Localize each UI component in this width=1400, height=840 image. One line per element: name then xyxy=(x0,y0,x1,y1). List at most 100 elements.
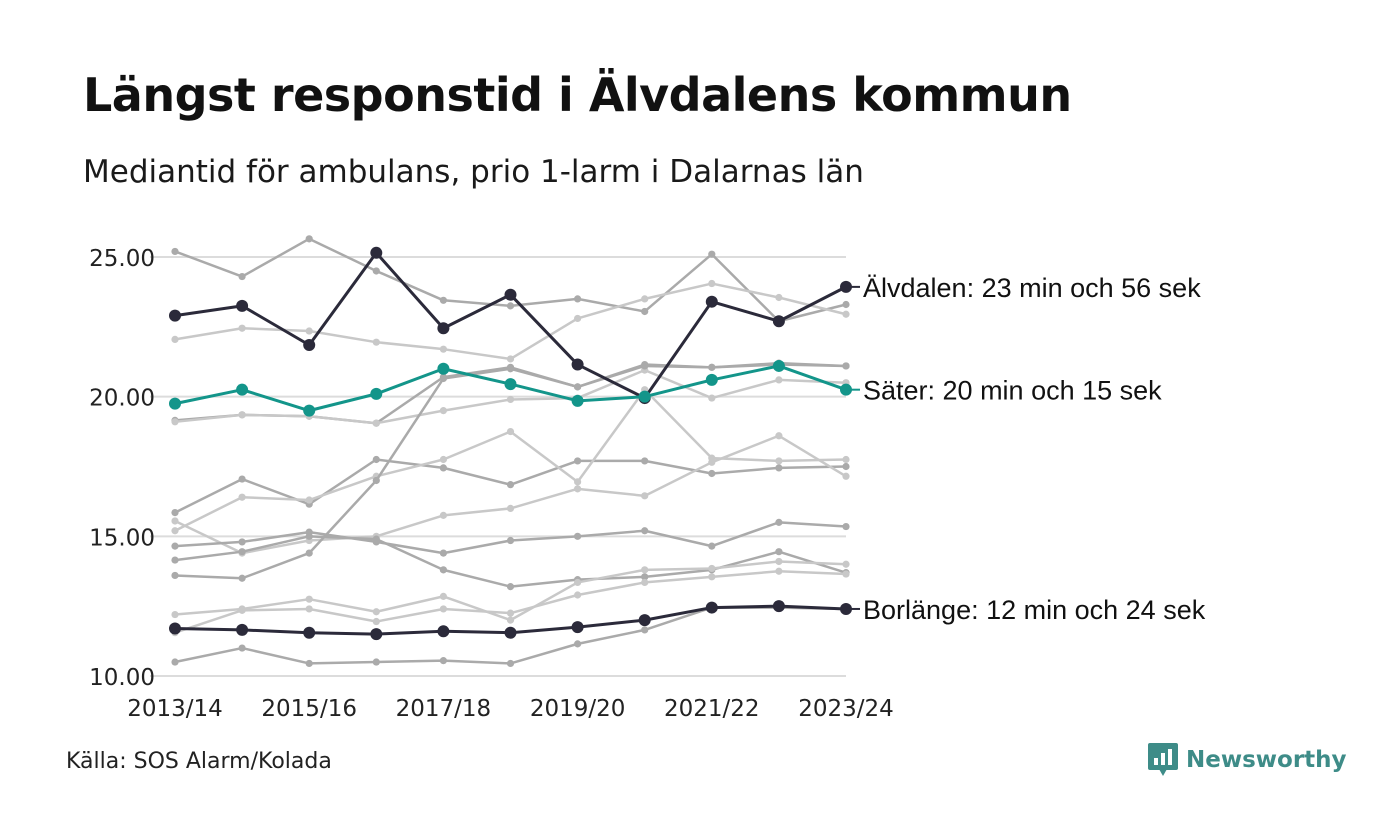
data-point xyxy=(305,327,313,335)
data-point xyxy=(772,315,785,328)
x-axis-ticks: 2013/14 2015/16 2017/18 2019/20 2021/22 2023/… xyxy=(127,696,894,722)
data-point xyxy=(842,310,850,318)
data-point xyxy=(574,457,582,465)
bar-chart-speech-icon xyxy=(1148,743,1178,776)
data-point xyxy=(370,246,383,259)
data-point xyxy=(506,609,515,617)
data-point xyxy=(171,527,179,535)
x-tick-label: 2023/24 xyxy=(798,696,894,722)
data-point xyxy=(708,542,716,550)
data-point xyxy=(171,542,179,550)
data-point xyxy=(238,272,246,281)
data-point xyxy=(638,390,651,403)
data-point xyxy=(574,478,582,486)
data-point xyxy=(708,394,716,402)
data-point xyxy=(236,383,249,396)
data-point xyxy=(506,504,515,512)
background-series-line xyxy=(171,360,850,582)
data-point xyxy=(238,644,246,652)
data-point xyxy=(641,307,649,316)
x-tick-label: 2019/20 xyxy=(530,696,626,722)
data-point xyxy=(303,404,316,417)
data-point xyxy=(708,573,716,581)
background-series-line xyxy=(171,518,850,557)
data-point xyxy=(574,532,582,540)
data-point xyxy=(842,560,850,568)
y-tick-label: 15.00 xyxy=(89,525,155,551)
data-point xyxy=(238,606,246,614)
series-borlänge xyxy=(169,600,852,641)
data-point xyxy=(437,625,450,638)
data-point xyxy=(506,583,515,591)
data-point xyxy=(842,300,850,309)
data-point xyxy=(238,548,246,556)
data-point xyxy=(775,432,783,440)
data-point xyxy=(238,574,246,582)
data-point xyxy=(641,626,649,634)
brand-logo: Newsworthy xyxy=(1148,743,1347,777)
data-point xyxy=(775,557,783,566)
data-point xyxy=(171,556,179,564)
background-series-line xyxy=(171,567,850,637)
data-point xyxy=(641,527,649,535)
brand-name: Newsworthy xyxy=(1186,747,1347,773)
data-point xyxy=(171,610,179,619)
data-point xyxy=(372,535,380,543)
data-point xyxy=(372,338,380,346)
data-point xyxy=(169,309,181,322)
series-label: Borlänge: 12 min och 24 sek xyxy=(863,595,1206,625)
data-point xyxy=(842,472,850,480)
data-point xyxy=(772,600,785,613)
data-point xyxy=(705,373,718,386)
data-point xyxy=(641,492,649,500)
data-point xyxy=(641,295,649,303)
data-point xyxy=(574,578,582,587)
background-series-line xyxy=(171,432,850,557)
data-point xyxy=(171,658,179,666)
data-point xyxy=(303,626,316,639)
data-point xyxy=(171,335,179,344)
data-point xyxy=(370,628,383,641)
data-point xyxy=(439,296,447,304)
data-point xyxy=(641,573,649,581)
data-point xyxy=(171,247,179,256)
x-tick-label: 2015/16 xyxy=(261,696,357,722)
data-point xyxy=(506,365,515,373)
data-point xyxy=(439,592,447,600)
data-point xyxy=(705,295,718,308)
data-point xyxy=(439,374,447,383)
data-point xyxy=(439,455,447,464)
data-point xyxy=(305,595,313,603)
data-point xyxy=(506,481,515,489)
data-point xyxy=(372,617,380,626)
data-point xyxy=(439,657,447,665)
series-labels: Älvdalen: 23 min och 56 sek Säter: 20 min… xyxy=(846,273,1206,625)
series-älvdalen xyxy=(169,246,852,405)
data-point xyxy=(439,511,447,519)
data-point xyxy=(708,250,716,258)
data-point xyxy=(504,288,517,301)
y-tick-label: 10.00 xyxy=(89,665,155,691)
data-point xyxy=(506,616,515,624)
data-point xyxy=(439,464,447,472)
data-point xyxy=(238,493,246,501)
data-point xyxy=(842,362,850,370)
data-point xyxy=(641,457,649,465)
data-point xyxy=(504,626,517,639)
data-point xyxy=(238,411,246,419)
background-series-line xyxy=(171,279,850,363)
data-point xyxy=(305,235,313,243)
x-tick-label: 2021/22 xyxy=(664,696,760,722)
data-point xyxy=(236,299,249,312)
data-point xyxy=(437,362,450,375)
data-point xyxy=(506,536,515,545)
data-point xyxy=(171,571,179,580)
y-axis-ticks: 10.00 15.00 20.00 25.00 xyxy=(89,246,155,691)
data-point xyxy=(574,383,582,391)
data-point xyxy=(171,508,179,517)
data-point xyxy=(775,518,783,526)
data-point xyxy=(504,378,517,391)
data-point xyxy=(842,570,850,578)
data-point xyxy=(372,419,380,427)
